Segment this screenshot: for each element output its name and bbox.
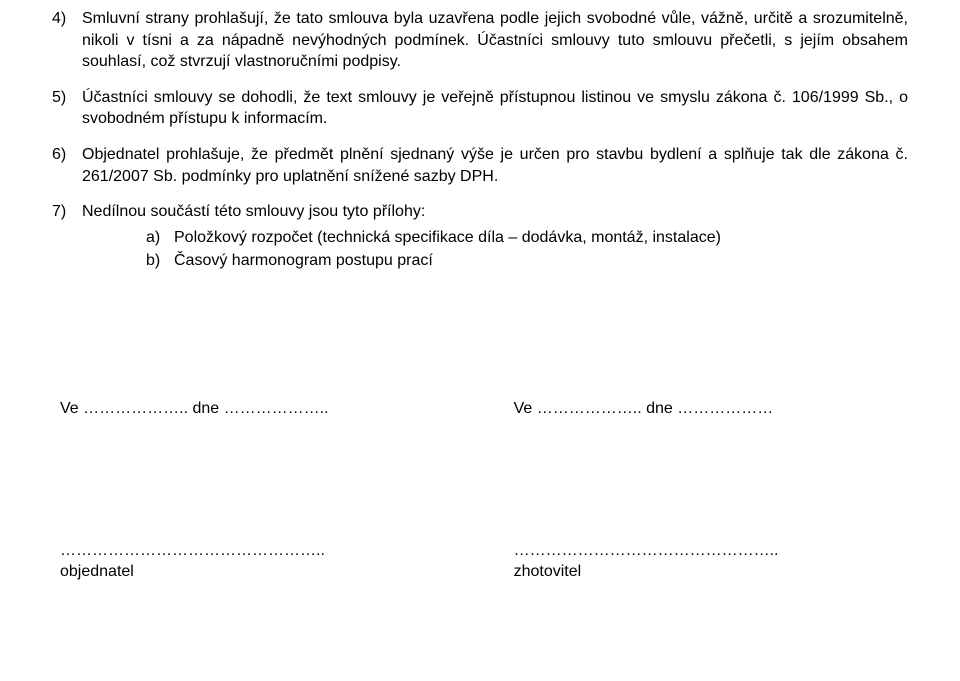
sub-text: Položkový rozpočet (technická specifikac… (174, 227, 908, 249)
sub-text: Časový harmonogram postupu prací (174, 250, 908, 272)
place-date-right: Ve ……………….. dne ……………… (514, 398, 900, 420)
list-item-6: 6) Objednatel prohlašuje, že předmět pln… (52, 144, 908, 187)
signature-label-right: zhotovitel (514, 561, 900, 583)
list-item-5: 5) Účastníci smlouvy se dohodli, že text… (52, 87, 908, 130)
signature-line-left: ………………………………………….. (60, 540, 446, 562)
sub-letter: a) (146, 227, 174, 249)
item-number: 6) (52, 144, 82, 187)
place-date-row: Ve ……………….. dne ……………….. Ve ……………….. dne… (52, 398, 908, 420)
place-date-left: Ve ……………….. dne ……………….. (60, 398, 446, 420)
signature-label-left: objednatel (60, 561, 446, 583)
ve-label: Ve (60, 400, 79, 417)
item-number: 5) (52, 87, 82, 130)
item-number: 7) (52, 201, 82, 274)
item-intro-text: Nedílnou součástí této smlouvy jsou tyto… (82, 203, 425, 220)
dne-label: dne (192, 400, 219, 417)
signature-label-row: objednatel zhotovitel (52, 561, 908, 583)
sub-letter: b) (146, 250, 174, 272)
list-item-7: 7) Nedílnou součástí této smlouvy jsou t… (52, 201, 908, 274)
item-text: Účastníci smlouvy se dohodli, že text sm… (82, 87, 908, 130)
dots: ……………….. (537, 400, 642, 417)
dots: ……………….. (83, 400, 188, 417)
dots: ……………… (677, 400, 773, 417)
list-item-4: 4) Smluvní strany prohlašují, že tato sm… (52, 8, 908, 73)
item-text: Objednatel prohlašuje, že předmět plnění… (82, 144, 908, 187)
signature-line-row: ………………………………………….. ………………………………………….. (52, 540, 908, 562)
sub-item-b: b) Časový harmonogram postupu prací (146, 250, 908, 272)
item-text: Nedílnou součástí této smlouvy jsou tyto… (82, 201, 908, 274)
dots: ……………….. (224, 400, 329, 417)
attachment-sublist: a) Položkový rozpočet (technická specifi… (82, 227, 908, 272)
signature-line-right: ………………………………………….. (514, 540, 900, 562)
sub-item-a: a) Položkový rozpočet (technická specifi… (146, 227, 908, 249)
ve-label: Ve (514, 400, 533, 417)
item-number: 4) (52, 8, 82, 73)
dne-label: dne (646, 400, 673, 417)
item-text: Smluvní strany prohlašují, že tato smlou… (82, 8, 908, 73)
